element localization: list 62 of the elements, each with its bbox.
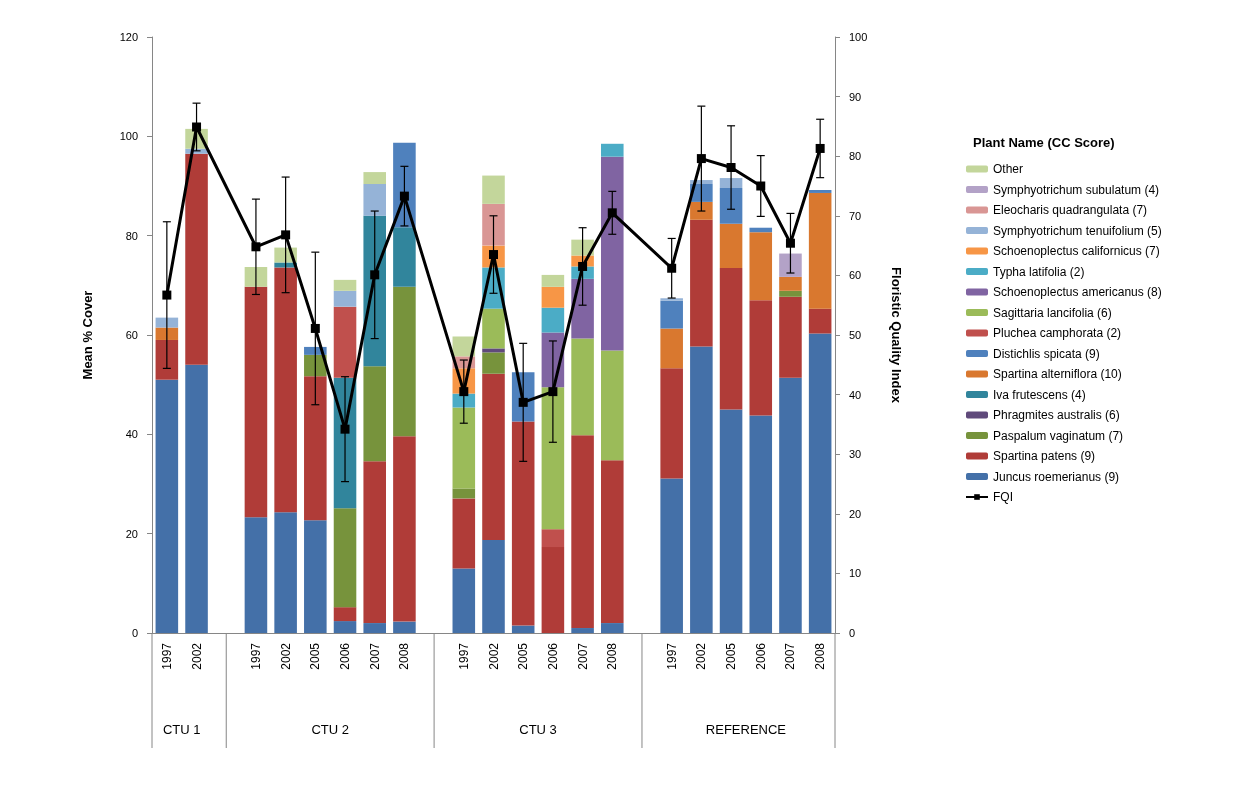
x-tick-label: 1997: [456, 642, 471, 670]
legend-label: Spartina alterniflora (10): [993, 367, 1122, 381]
legend-label: Symphyotrichum subulatum (4): [993, 182, 1160, 197]
y-tick-label: 120: [119, 31, 138, 43]
y-tick-label: 100: [119, 130, 138, 143]
y2-tick-label: 70: [849, 209, 862, 222]
legend-label: Iva frutescens (4): [993, 387, 1086, 402]
y2-axis-title: Floristic Quality Index: [889, 267, 904, 404]
y2-tick-label: 10: [849, 567, 862, 580]
x-tick-label: 2008: [605, 642, 620, 670]
x-tick-label: 2005: [308, 642, 323, 670]
legend-label: Paspalum vaginatum (7): [993, 428, 1124, 443]
x-tick-label: 2007: [575, 642, 590, 670]
x-tick-label: 2002: [189, 642, 204, 670]
legend-label: Juncus roemerianus (9): [993, 469, 1120, 484]
y2-tick-label: 0: [849, 627, 856, 639]
x-tick-label: 2008: [813, 642, 828, 670]
legend-label: Pluchea camphorata (2): [993, 326, 1122, 340]
x-tick-label: 2005: [724, 642, 739, 670]
x-tick-label: 2006: [338, 642, 353, 670]
legend-label: Eleocharis quadrangulata (7): [993, 203, 1148, 217]
x-tick-label: 2002: [694, 642, 709, 670]
y-tick-label: 80: [125, 229, 138, 242]
y2-tick-label: 100: [849, 31, 868, 43]
y-tick-label: 40: [125, 428, 138, 441]
x-tick-label: 2008: [397, 642, 412, 670]
text: CTU 2: [311, 721, 349, 737]
x-tick-label: 2006: [753, 642, 768, 670]
x-tick-label: 2005: [516, 642, 531, 670]
y2-tick-label: 90: [849, 90, 862, 103]
text: CTU 3: [519, 721, 557, 737]
legend-label: Other: [993, 162, 1024, 176]
y2-tick-label: 30: [849, 448, 862, 461]
legend-label: Schoenoplectus americanus (8): [993, 285, 1162, 299]
legend-label: Sagittaria lancifolia (6): [993, 305, 1112, 320]
text: CTU 1: [162, 721, 201, 737]
x-tick-label: 1997: [664, 642, 679, 670]
legend-label: Typha latifolia (2): [993, 264, 1085, 279]
y-axis-title: Mean % Cover: [80, 290, 95, 380]
x-tick-label: 2002: [278, 642, 293, 670]
legend-title: Plant Name (CC Score): [973, 135, 1115, 150]
legend-label: Phragmites australis (6): [993, 408, 1120, 422]
legend-label: Spartina patens (9): [993, 449, 1096, 463]
y2-tick-label: 40: [849, 388, 862, 401]
y-tick-label: 60: [125, 329, 138, 341]
x-tick-label: 2007: [367, 642, 382, 670]
x-tick-label: 2007: [783, 642, 798, 670]
legend-label: Schoenoplectus californicus (7): [993, 244, 1160, 258]
legend-label: Distichlis spicata (9): [993, 346, 1100, 361]
y-tick-label: 0: [131, 627, 138, 639]
legend-label: Symphyotrichum tenuifolium (5): [993, 223, 1162, 238]
y-tick-label: 20: [125, 527, 138, 540]
legend-label: FQI: [993, 490, 1013, 504]
x-tick-label: 2002: [486, 642, 501, 670]
text: REFERENCE: [705, 721, 787, 737]
x-tick-label: 2006: [545, 642, 560, 670]
y2-tick-label: 20: [849, 507, 862, 520]
y2-tick-label: 50: [849, 329, 862, 341]
x-tick-label: 1997: [159, 642, 174, 670]
y2-tick-label: 80: [849, 150, 862, 163]
x-tick-label: 1997: [248, 642, 263, 670]
y2-tick-label: 60: [849, 269, 862, 282]
